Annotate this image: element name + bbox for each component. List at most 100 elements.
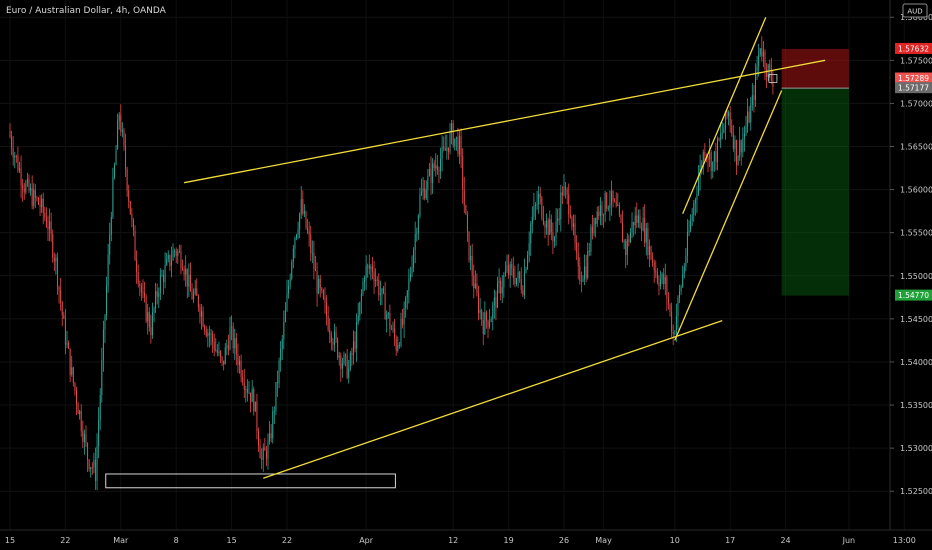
candle[interactable] bbox=[31, 175, 33, 210]
candle[interactable] bbox=[506, 254, 508, 274]
price-axis[interactable]: 1.58000 1.57500 1.57000 1.56500 1.56000 1.555… bbox=[890, 13, 932, 496]
candle[interactable] bbox=[390, 324, 392, 331]
candle[interactable] bbox=[132, 218, 134, 237]
candle[interactable] bbox=[546, 213, 548, 235]
candle[interactable] bbox=[318, 275, 320, 295]
candle[interactable] bbox=[538, 185, 540, 214]
candle[interactable] bbox=[177, 248, 179, 265]
candle[interactable] bbox=[248, 381, 250, 395]
candle[interactable] bbox=[389, 304, 391, 337]
candle[interactable] bbox=[709, 138, 711, 167]
candle[interactable] bbox=[161, 269, 163, 277]
candles[interactable] bbox=[9, 36, 774, 491]
candle[interactable] bbox=[253, 386, 255, 416]
candle[interactable] bbox=[525, 266, 527, 274]
candle[interactable] bbox=[666, 275, 668, 312]
candle[interactable] bbox=[604, 190, 606, 223]
candle[interactable] bbox=[140, 282, 142, 301]
candle[interactable] bbox=[440, 147, 442, 179]
candle[interactable] bbox=[474, 270, 476, 290]
candle[interactable] bbox=[332, 337, 334, 351]
candle[interactable] bbox=[121, 122, 123, 138]
candle[interactable] bbox=[265, 445, 267, 466]
candle[interactable] bbox=[530, 220, 532, 257]
candle[interactable] bbox=[110, 211, 112, 242]
candle[interactable] bbox=[117, 113, 119, 150]
candle[interactable] bbox=[134, 225, 136, 261]
candle[interactable] bbox=[724, 110, 726, 140]
upper-trend-line[interactable] bbox=[183, 59, 826, 184]
candle[interactable] bbox=[397, 336, 399, 353]
candle[interactable] bbox=[159, 268, 161, 301]
candle[interactable] bbox=[365, 255, 367, 290]
candle[interactable] bbox=[34, 184, 36, 209]
candle[interactable] bbox=[664, 263, 666, 296]
candle[interactable] bbox=[98, 407, 100, 459]
candle[interactable] bbox=[690, 214, 692, 233]
candle[interactable] bbox=[455, 136, 457, 151]
candle[interactable] bbox=[99, 388, 101, 431]
candle[interactable] bbox=[590, 224, 592, 256]
candle[interactable] bbox=[679, 284, 681, 304]
candle[interactable] bbox=[96, 433, 98, 491]
candle[interactable] bbox=[188, 263, 190, 298]
candle[interactable] bbox=[408, 268, 410, 304]
candle[interactable] bbox=[357, 302, 359, 325]
candle[interactable] bbox=[734, 135, 736, 162]
candle[interactable] bbox=[462, 148, 464, 204]
candle[interactable] bbox=[341, 357, 343, 378]
candle[interactable] bbox=[519, 270, 521, 283]
candle[interactable] bbox=[77, 401, 79, 415]
candle[interactable] bbox=[186, 268, 188, 299]
candle[interactable] bbox=[622, 210, 624, 243]
candle[interactable] bbox=[591, 214, 593, 240]
candle[interactable] bbox=[452, 120, 454, 148]
candle[interactable] bbox=[702, 149, 704, 175]
candle[interactable] bbox=[220, 349, 222, 364]
candle[interactable] bbox=[522, 285, 524, 298]
candle[interactable] bbox=[316, 262, 318, 307]
candle[interactable] bbox=[549, 210, 551, 235]
candle[interactable] bbox=[637, 209, 639, 228]
candle[interactable] bbox=[311, 240, 313, 264]
candle[interactable] bbox=[189, 262, 191, 292]
candle[interactable] bbox=[17, 146, 19, 173]
candle[interactable] bbox=[18, 161, 20, 173]
candle[interactable] bbox=[352, 330, 354, 365]
candle[interactable] bbox=[497, 276, 499, 309]
candle[interactable] bbox=[560, 184, 562, 232]
candle[interactable] bbox=[417, 213, 419, 240]
candle[interactable] bbox=[137, 264, 139, 288]
candle[interactable] bbox=[715, 142, 717, 171]
candle[interactable] bbox=[641, 222, 643, 242]
candle[interactable] bbox=[639, 209, 641, 229]
candle[interactable] bbox=[329, 318, 331, 344]
candle[interactable] bbox=[414, 221, 416, 264]
candle[interactable] bbox=[291, 259, 293, 281]
candle[interactable] bbox=[239, 356, 241, 374]
candle[interactable] bbox=[762, 40, 764, 68]
candle[interactable] bbox=[761, 36, 763, 62]
candle[interactable] bbox=[72, 366, 74, 387]
candle[interactable] bbox=[150, 314, 152, 344]
candle[interactable] bbox=[476, 273, 478, 297]
candle[interactable] bbox=[360, 289, 362, 314]
candle[interactable] bbox=[144, 281, 146, 303]
candle[interactable] bbox=[550, 214, 552, 241]
candle[interactable] bbox=[45, 207, 47, 228]
candle[interactable] bbox=[512, 256, 514, 285]
candle[interactable] bbox=[484, 301, 486, 336]
candle[interactable] bbox=[504, 261, 506, 277]
candle[interactable] bbox=[606, 192, 608, 212]
candle[interactable] bbox=[207, 328, 209, 348]
candle[interactable] bbox=[542, 205, 544, 226]
candle[interactable] bbox=[489, 309, 491, 329]
candle[interactable] bbox=[109, 222, 111, 265]
candle[interactable] bbox=[419, 187, 421, 219]
candle[interactable] bbox=[508, 254, 510, 279]
candle[interactable] bbox=[381, 288, 383, 306]
candle[interactable] bbox=[278, 357, 280, 389]
candle[interactable] bbox=[618, 202, 620, 218]
candle[interactable] bbox=[593, 217, 595, 237]
candle[interactable] bbox=[585, 254, 587, 283]
